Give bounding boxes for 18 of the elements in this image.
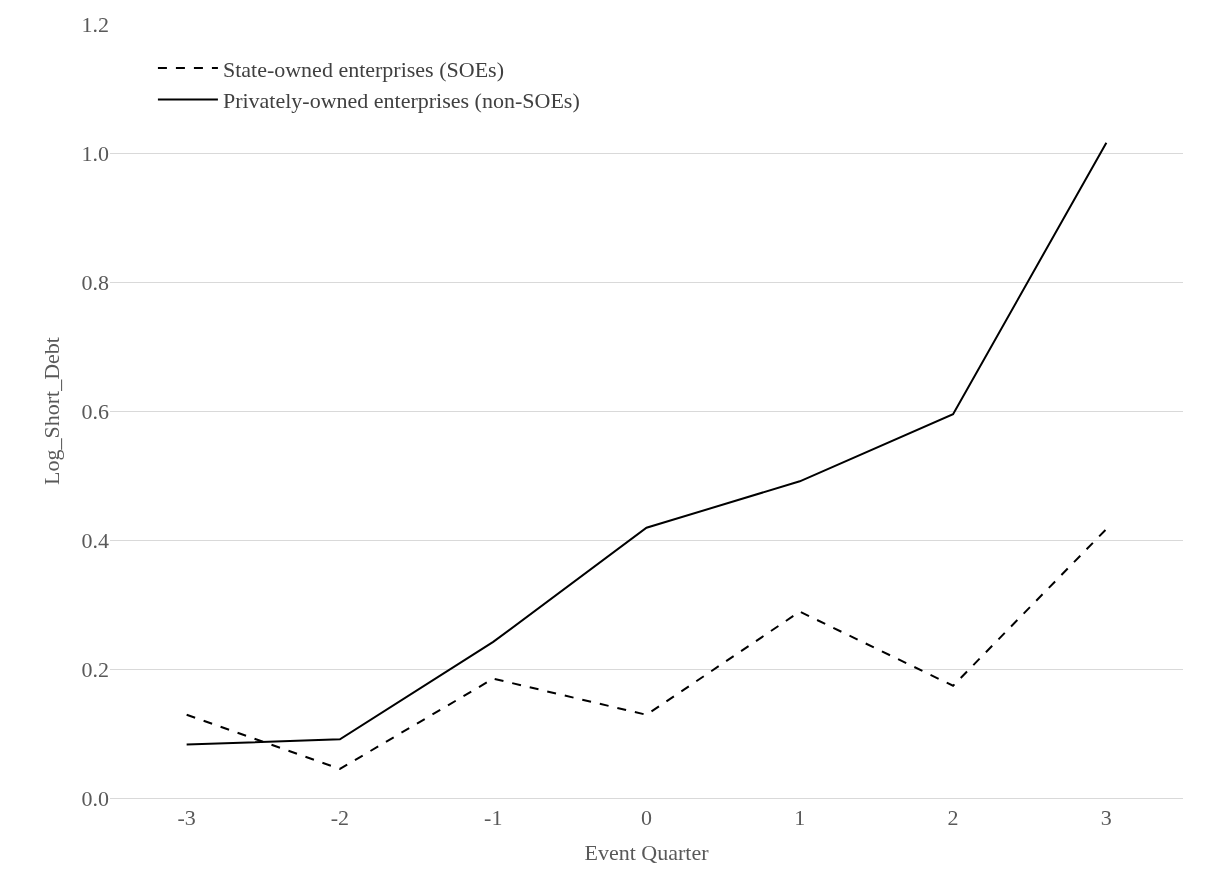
x-tick-label: 0 bbox=[641, 805, 652, 831]
y-tick-label: 1.0 bbox=[81, 140, 109, 166]
legend-label: Privately-owned enterprises (non-SOEs) bbox=[222, 88, 580, 114]
x-tick-label: 3 bbox=[1100, 805, 1112, 831]
y-tick-label: 0.2 bbox=[81, 656, 109, 682]
x-tick-label: -3 bbox=[177, 805, 196, 831]
x-axis-title: Event Quarter bbox=[584, 840, 710, 866]
x-tick-label: -1 bbox=[484, 805, 503, 831]
y-tick-label: 0.0 bbox=[81, 785, 109, 811]
legend-label: State-owned enterprises (SOEs) bbox=[222, 56, 504, 82]
y-tick-label: 0.8 bbox=[81, 269, 109, 295]
x-tick-label: 1 bbox=[794, 805, 806, 831]
y-tick-label: 0.4 bbox=[81, 527, 109, 553]
y-tick-label: 0.6 bbox=[81, 398, 109, 424]
y-axis-title: Log_Short_Debt bbox=[39, 337, 65, 485]
y-tick-label: 1.2 bbox=[81, 11, 109, 37]
x-tick-label: 2 bbox=[947, 805, 959, 831]
x-tick-label: -2 bbox=[330, 805, 350, 831]
